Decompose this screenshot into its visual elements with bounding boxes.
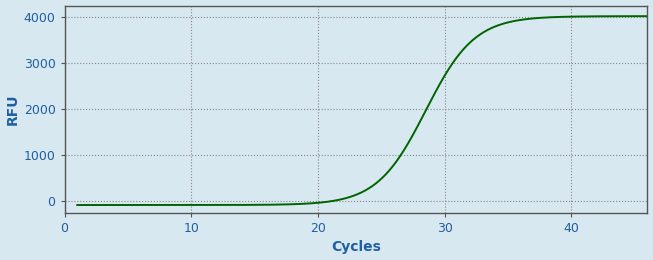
X-axis label: Cycles: Cycles: [331, 240, 381, 255]
Y-axis label: RFU: RFU: [6, 93, 20, 125]
